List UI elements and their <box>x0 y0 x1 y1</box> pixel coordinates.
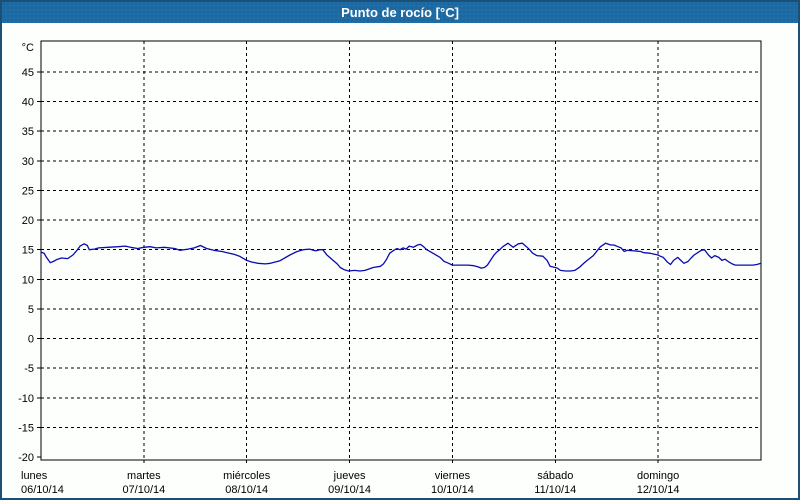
x-day-label: viernes <box>435 470 471 482</box>
x-date-label: 06/10/14 <box>21 484 64 496</box>
x-day-label: sábado <box>537 470 573 482</box>
y-tick-label: -15 <box>18 422 34 434</box>
y-tick-label: 35 <box>22 126 34 138</box>
y-tick-label: -20 <box>18 452 34 464</box>
x-day-label: martes <box>127 470 161 482</box>
x-date-label: 08/10/14 <box>225 484 268 496</box>
x-date-label: 10/10/14 <box>431 484 474 496</box>
y-tick-label: 30 <box>22 156 34 168</box>
y-tick-label: 0 <box>28 334 34 346</box>
chart-title-bar: Punto de rocío [°C] <box>2 2 798 23</box>
y-tick-label: -10 <box>18 393 34 405</box>
plot-border <box>40 40 762 461</box>
x-date-label: 07/10/14 <box>122 484 165 496</box>
dew-point-series-line <box>40 242 762 272</box>
x-date-label: 09/10/14 <box>328 484 371 496</box>
x-day-label: miércoles <box>223 470 271 482</box>
x-day-label: lunes <box>21 470 48 482</box>
y-tick-label: 10 <box>22 274 34 286</box>
dew-point-chart: 45 40 35 30 25 20 15 10 5 0 -5 -10 -15 -20 °C lunes 06/1… <box>18 40 762 496</box>
y-tick-label: 20 <box>22 215 34 227</box>
x-date-label: 12/10/14 <box>637 484 680 496</box>
chart-title: Punto de rocío [°C] <box>341 5 459 20</box>
y-tick-label: 45 <box>22 67 34 79</box>
y-tick-label: 15 <box>22 245 34 257</box>
x-day-label: domingo <box>637 470 679 482</box>
y-tick-label: -5 <box>24 363 34 375</box>
y-tick-label: 5 <box>28 304 34 316</box>
y-tick-label: 25 <box>22 185 34 197</box>
x-date-label: 11/10/14 <box>534 484 576 496</box>
y-tick-label: 40 <box>22 97 34 109</box>
x-day-label: jueves <box>333 470 366 482</box>
chart-area: 45 40 35 30 25 20 15 10 5 0 -5 -10 -15 -20 °C lunes 06/1… <box>2 23 798 498</box>
y-axis-unit-label: °C <box>22 42 34 54</box>
